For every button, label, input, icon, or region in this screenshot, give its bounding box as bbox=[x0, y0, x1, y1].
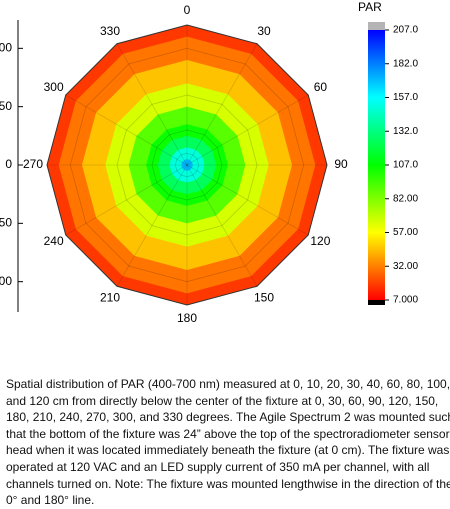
caption-line: head when it was located immediately ben… bbox=[6, 443, 450, 458]
caption-line: 0° and 180° line. bbox=[6, 493, 95, 508]
angle-grid bbox=[186, 43, 258, 166]
y-tick-label: 100 bbox=[0, 41, 12, 55]
angle-label: 90 bbox=[334, 157, 348, 171]
colorbar-tick-label: 182.0 bbox=[393, 58, 418, 69]
colorbar-tick-label: 7.000 bbox=[393, 295, 418, 306]
angle-label: 180 bbox=[177, 311, 197, 325]
angle-label: 210 bbox=[100, 291, 120, 305]
colorbar-tick-label: 82.00 bbox=[393, 193, 418, 204]
angle-label: 30 bbox=[257, 24, 271, 38]
angle-grid bbox=[65, 94, 188, 166]
angle-grid bbox=[186, 164, 258, 287]
angle-grid bbox=[186, 164, 309, 236]
y-tick-label: 100 bbox=[0, 274, 12, 288]
angle-label: 150 bbox=[254, 291, 274, 305]
caption-line: and 120 cm from directly below the cente… bbox=[6, 393, 439, 408]
caption-line: 180, 210, 240, 270, 300, and 330 degrees… bbox=[6, 410, 450, 425]
radial-grid bbox=[151, 129, 223, 201]
caption-line: that the bottom of the fixture was 24” a… bbox=[6, 426, 450, 441]
caption-line: channels turned on. Note: The fixture wa… bbox=[6, 476, 450, 491]
angle-grid bbox=[116, 164, 188, 287]
colorbar-tick-label: 107.0 bbox=[393, 160, 418, 171]
plot-outline bbox=[46, 24, 328, 306]
y-tick-label: 50 bbox=[0, 99, 12, 113]
angle-grid bbox=[186, 94, 309, 166]
angle-label: 330 bbox=[100, 24, 120, 38]
angle-grid bbox=[65, 164, 188, 236]
colorbar-title: PAR bbox=[358, 0, 382, 14]
angle-label: 240 bbox=[44, 234, 64, 248]
caption: Spatial distribution of PAR (400-700 nm)… bbox=[6, 376, 450, 509]
angle-label: 270 bbox=[23, 157, 43, 171]
colorbar bbox=[368, 30, 385, 300]
caption-line: Spatial distribution of PAR (400-700 nm)… bbox=[6, 377, 450, 391]
colorbar-over bbox=[368, 22, 385, 30]
angle-grid bbox=[116, 43, 188, 166]
contour-band bbox=[181, 159, 193, 171]
angle-label: 0 bbox=[184, 3, 191, 17]
radial-grid bbox=[174, 152, 200, 178]
colorbar-tick-label: 207.0 bbox=[393, 25, 418, 36]
angle-label: 300 bbox=[44, 80, 64, 94]
angle-label: 60 bbox=[314, 80, 328, 94]
colorbar-tick-label: 132.0 bbox=[393, 126, 418, 137]
colorbar-tick-label: 32.00 bbox=[393, 261, 418, 272]
caption-line: operated at 120 VAC and an LED supply cu… bbox=[6, 459, 430, 474]
radial-grid bbox=[116, 94, 258, 236]
radial-grid bbox=[69, 47, 305, 283]
colorbar-tick-label: 157.0 bbox=[393, 92, 418, 103]
colorbar-tick-label: 57.00 bbox=[393, 227, 418, 238]
angle-label: 120 bbox=[310, 234, 330, 248]
chart: PAR 0 30 60 90 120 150 180 210 240 270 300 330 100 50… bbox=[0, 0, 418, 325]
colorbar-under bbox=[368, 300, 385, 305]
y-tick-label: 50 bbox=[0, 216, 12, 230]
y-tick-label: 0 bbox=[5, 157, 12, 171]
